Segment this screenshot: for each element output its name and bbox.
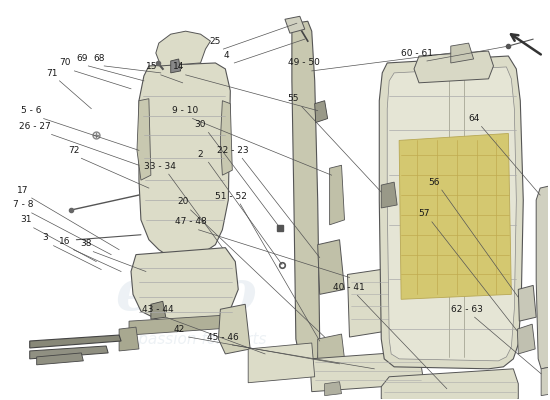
Text: 5 - 6: 5 - 6	[21, 106, 42, 115]
Polygon shape	[318, 240, 344, 294]
Polygon shape	[381, 369, 518, 400]
Text: 68: 68	[94, 54, 105, 64]
Text: 62 - 63: 62 - 63	[450, 305, 482, 314]
Text: 17: 17	[17, 186, 29, 194]
Text: 47 - 48: 47 - 48	[175, 217, 206, 226]
Polygon shape	[518, 324, 535, 354]
Polygon shape	[218, 304, 250, 354]
Text: 15: 15	[146, 62, 158, 72]
Polygon shape	[414, 51, 493, 83]
Polygon shape	[310, 351, 424, 392]
Text: 69: 69	[76, 54, 88, 64]
Polygon shape	[315, 101, 328, 122]
Text: for parts: for parts	[419, 282, 478, 296]
Polygon shape	[139, 63, 230, 260]
Polygon shape	[129, 314, 242, 335]
Text: 57: 57	[418, 210, 430, 218]
Text: 45 - 46: 45 - 46	[207, 332, 239, 342]
Text: 9 - 10: 9 - 10	[172, 106, 198, 115]
Polygon shape	[37, 353, 84, 365]
Text: 2: 2	[197, 150, 204, 159]
Polygon shape	[536, 185, 550, 369]
Text: 31: 31	[20, 215, 31, 224]
Polygon shape	[541, 367, 550, 396]
Polygon shape	[248, 343, 315, 383]
Polygon shape	[324, 382, 342, 396]
Text: 64: 64	[468, 114, 479, 123]
Polygon shape	[518, 286, 536, 321]
Text: 38: 38	[80, 239, 92, 248]
Polygon shape	[348, 268, 399, 337]
Polygon shape	[451, 43, 474, 63]
Text: 25: 25	[210, 37, 221, 46]
Text: 4: 4	[223, 50, 229, 60]
Polygon shape	[119, 327, 139, 351]
Text: 51 - 52: 51 - 52	[216, 192, 248, 200]
Polygon shape	[399, 134, 512, 299]
Text: 33 - 34: 33 - 34	[144, 162, 176, 171]
Text: 72: 72	[68, 146, 79, 155]
Polygon shape	[30, 335, 121, 348]
Text: 49 - 50: 49 - 50	[288, 58, 320, 68]
Polygon shape	[156, 31, 211, 66]
Polygon shape	[221, 101, 232, 175]
Polygon shape	[30, 346, 108, 359]
Text: euro: euro	[115, 267, 256, 322]
Text: 26 - 27: 26 - 27	[19, 122, 51, 131]
Polygon shape	[329, 165, 344, 225]
Polygon shape	[151, 301, 166, 319]
Polygon shape	[285, 16, 305, 33]
Text: parts: parts	[394, 228, 523, 271]
Text: 60 - 61: 60 - 61	[401, 48, 433, 58]
Polygon shape	[131, 248, 238, 325]
Text: 16: 16	[59, 237, 70, 246]
Text: 30: 30	[195, 120, 206, 129]
Text: 40 - 41: 40 - 41	[333, 283, 364, 292]
Text: 20: 20	[177, 198, 188, 206]
Polygon shape	[292, 21, 320, 361]
Text: 42: 42	[174, 324, 185, 334]
Polygon shape	[387, 67, 516, 361]
Text: 7 - 8: 7 - 8	[13, 200, 33, 210]
Polygon shape	[170, 59, 180, 73]
Text: 14: 14	[173, 62, 184, 72]
Polygon shape	[381, 182, 397, 208]
Text: 56: 56	[428, 178, 439, 187]
Text: 70: 70	[59, 58, 70, 68]
Text: a passion for parts: a passion for parts	[124, 332, 267, 346]
Polygon shape	[379, 56, 523, 369]
Text: 3: 3	[43, 233, 48, 242]
Text: 55: 55	[287, 94, 299, 103]
Polygon shape	[318, 334, 344, 364]
Text: 22 - 23: 22 - 23	[217, 146, 249, 155]
Polygon shape	[137, 99, 151, 180]
Text: 43 - 44: 43 - 44	[142, 305, 174, 314]
Text: 71: 71	[46, 69, 57, 78]
